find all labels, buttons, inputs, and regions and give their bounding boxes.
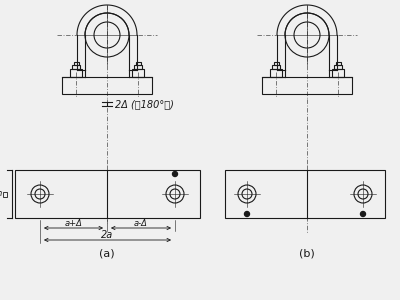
Bar: [72, 65, 80, 69]
Circle shape: [244, 212, 250, 217]
Bar: [15, 170, 200, 218]
Text: (b): (b): [299, 248, 315, 258]
Circle shape: [360, 212, 366, 217]
Bar: [262, 77, 352, 94]
Bar: [272, 65, 280, 69]
Bar: [334, 65, 342, 69]
Bar: [132, 69, 144, 77]
Bar: [225, 170, 385, 218]
Text: h: h: [0, 190, 2, 199]
Bar: [336, 62, 340, 65]
Text: (a): (a): [99, 248, 115, 258]
Text: a-Δ: a-Δ: [134, 218, 148, 227]
Bar: [70, 69, 82, 77]
Circle shape: [172, 172, 178, 176]
Text: 2Δ (转180°时): 2Δ (转180°时): [115, 99, 174, 109]
Bar: [274, 62, 278, 65]
Bar: [270, 69, 282, 77]
Bar: [62, 77, 152, 94]
Bar: [136, 62, 140, 65]
Text: 2a: 2a: [101, 230, 114, 240]
Bar: [3, 191, 7, 196]
Bar: [134, 65, 142, 69]
Bar: [332, 69, 344, 77]
Bar: [74, 62, 78, 65]
Text: a+Δ: a+Δ: [64, 218, 82, 227]
